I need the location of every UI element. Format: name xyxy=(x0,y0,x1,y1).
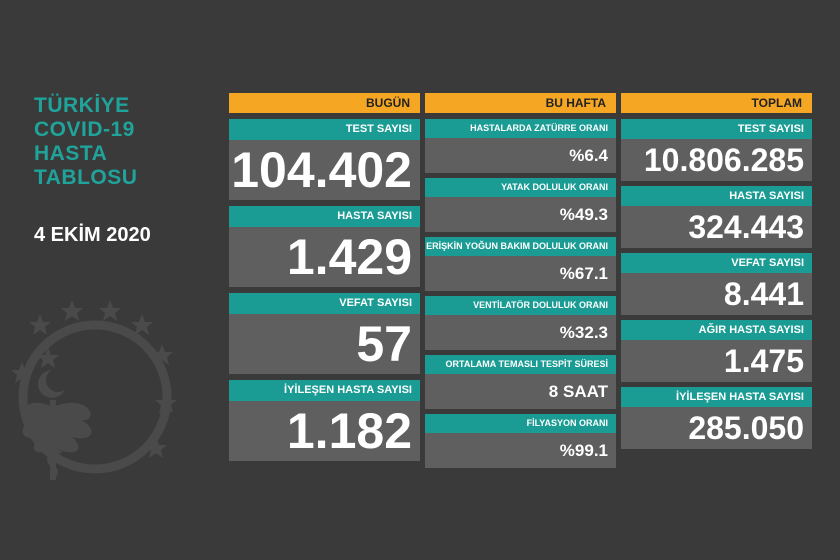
bugun-vefat-value: 57 xyxy=(229,314,420,374)
toplam-column: TOPLAM TEST SAYISI 10.806.285 HASTA SAYI… xyxy=(621,93,812,449)
toplam-agir-hasta-label: AĞIR HASTA SAYISI xyxy=(621,320,812,340)
toplam-vefat-value: 8.441 xyxy=(621,273,812,315)
ministry-of-health-emblem-icon xyxy=(11,300,177,480)
bu-hafta-header: BU HAFTA xyxy=(425,93,616,113)
report-date: 4 EKİM 2020 xyxy=(34,224,151,246)
toplam-hasta-value: 324.443 xyxy=(621,206,812,248)
bugun-iyilesen-value: 1.182 xyxy=(229,401,420,461)
bugun-column: BUGÜN TEST SAYISI 104.402 HASTA SAYISI 1… xyxy=(229,93,420,461)
toplam-test-label: TEST SAYISI xyxy=(621,119,812,139)
toplam-agir-hasta-value: 1.475 xyxy=(621,340,812,382)
bugun-test-label: TEST SAYISI xyxy=(229,119,420,140)
temasli-value: 8 SAAT xyxy=(425,374,616,409)
bugun-iyilesen-label: İYİLEŞEN HASTA SAYISI xyxy=(229,380,420,401)
ventilator-value: %32.3 xyxy=(425,315,616,350)
title-line-2: COVID-19 xyxy=(34,118,135,141)
bugun-header: BUGÜN xyxy=(229,93,420,113)
toplam-hasta-label: HASTA SAYISI xyxy=(621,186,812,206)
title-line-4: TABLOSU xyxy=(34,166,138,189)
title-line-1: TÜRKİYE xyxy=(34,94,130,117)
toplam-header: TOPLAM xyxy=(621,93,812,113)
bugun-hasta-value: 1.429 xyxy=(229,227,420,287)
toplam-iyilesen-label: İYİLEŞEN HASTA SAYISI xyxy=(621,387,812,407)
page-title: TÜRKİYE COVID-19 HASTA TABLOSU xyxy=(34,94,137,190)
toplam-iyilesen-value: 285.050 xyxy=(621,407,812,449)
yogun-bakim-label: ERİŞKİN YOĞUN BAKIM DOLULUK ORANI xyxy=(425,237,616,256)
zaturre-value: %6.4 xyxy=(425,138,616,173)
bu-hafta-column: BU HAFTA HASTALARDA ZATÜRRE ORANI %6.4 Y… xyxy=(425,93,616,468)
title-line-3: HASTA xyxy=(34,142,108,165)
yatak-value: %49.3 xyxy=(425,197,616,232)
bugun-test-value: 104.402 xyxy=(229,140,420,200)
bugun-hasta-label: HASTA SAYISI xyxy=(229,206,420,227)
yogun-bakim-value: %67.1 xyxy=(425,256,616,291)
yatak-label: YATAK DOLULUK ORANI xyxy=(425,178,616,197)
bugun-vefat-label: VEFAT SAYISI xyxy=(229,293,420,314)
zaturre-label: HASTALARDA ZATÜRRE ORANI xyxy=(425,119,616,138)
toplam-vefat-label: VEFAT SAYISI xyxy=(621,253,812,273)
ventilator-label: VENTİLATÖR DOLULUK ORANI xyxy=(425,296,616,315)
filyasyon-value: %99.1 xyxy=(425,433,616,468)
toplam-test-value: 10.806.285 xyxy=(621,139,812,181)
temasli-label: ORTALAMA TEMASLI TESPİT SÜRESİ xyxy=(425,355,616,374)
filyasyon-label: FİLYASYON ORANI xyxy=(425,414,616,433)
